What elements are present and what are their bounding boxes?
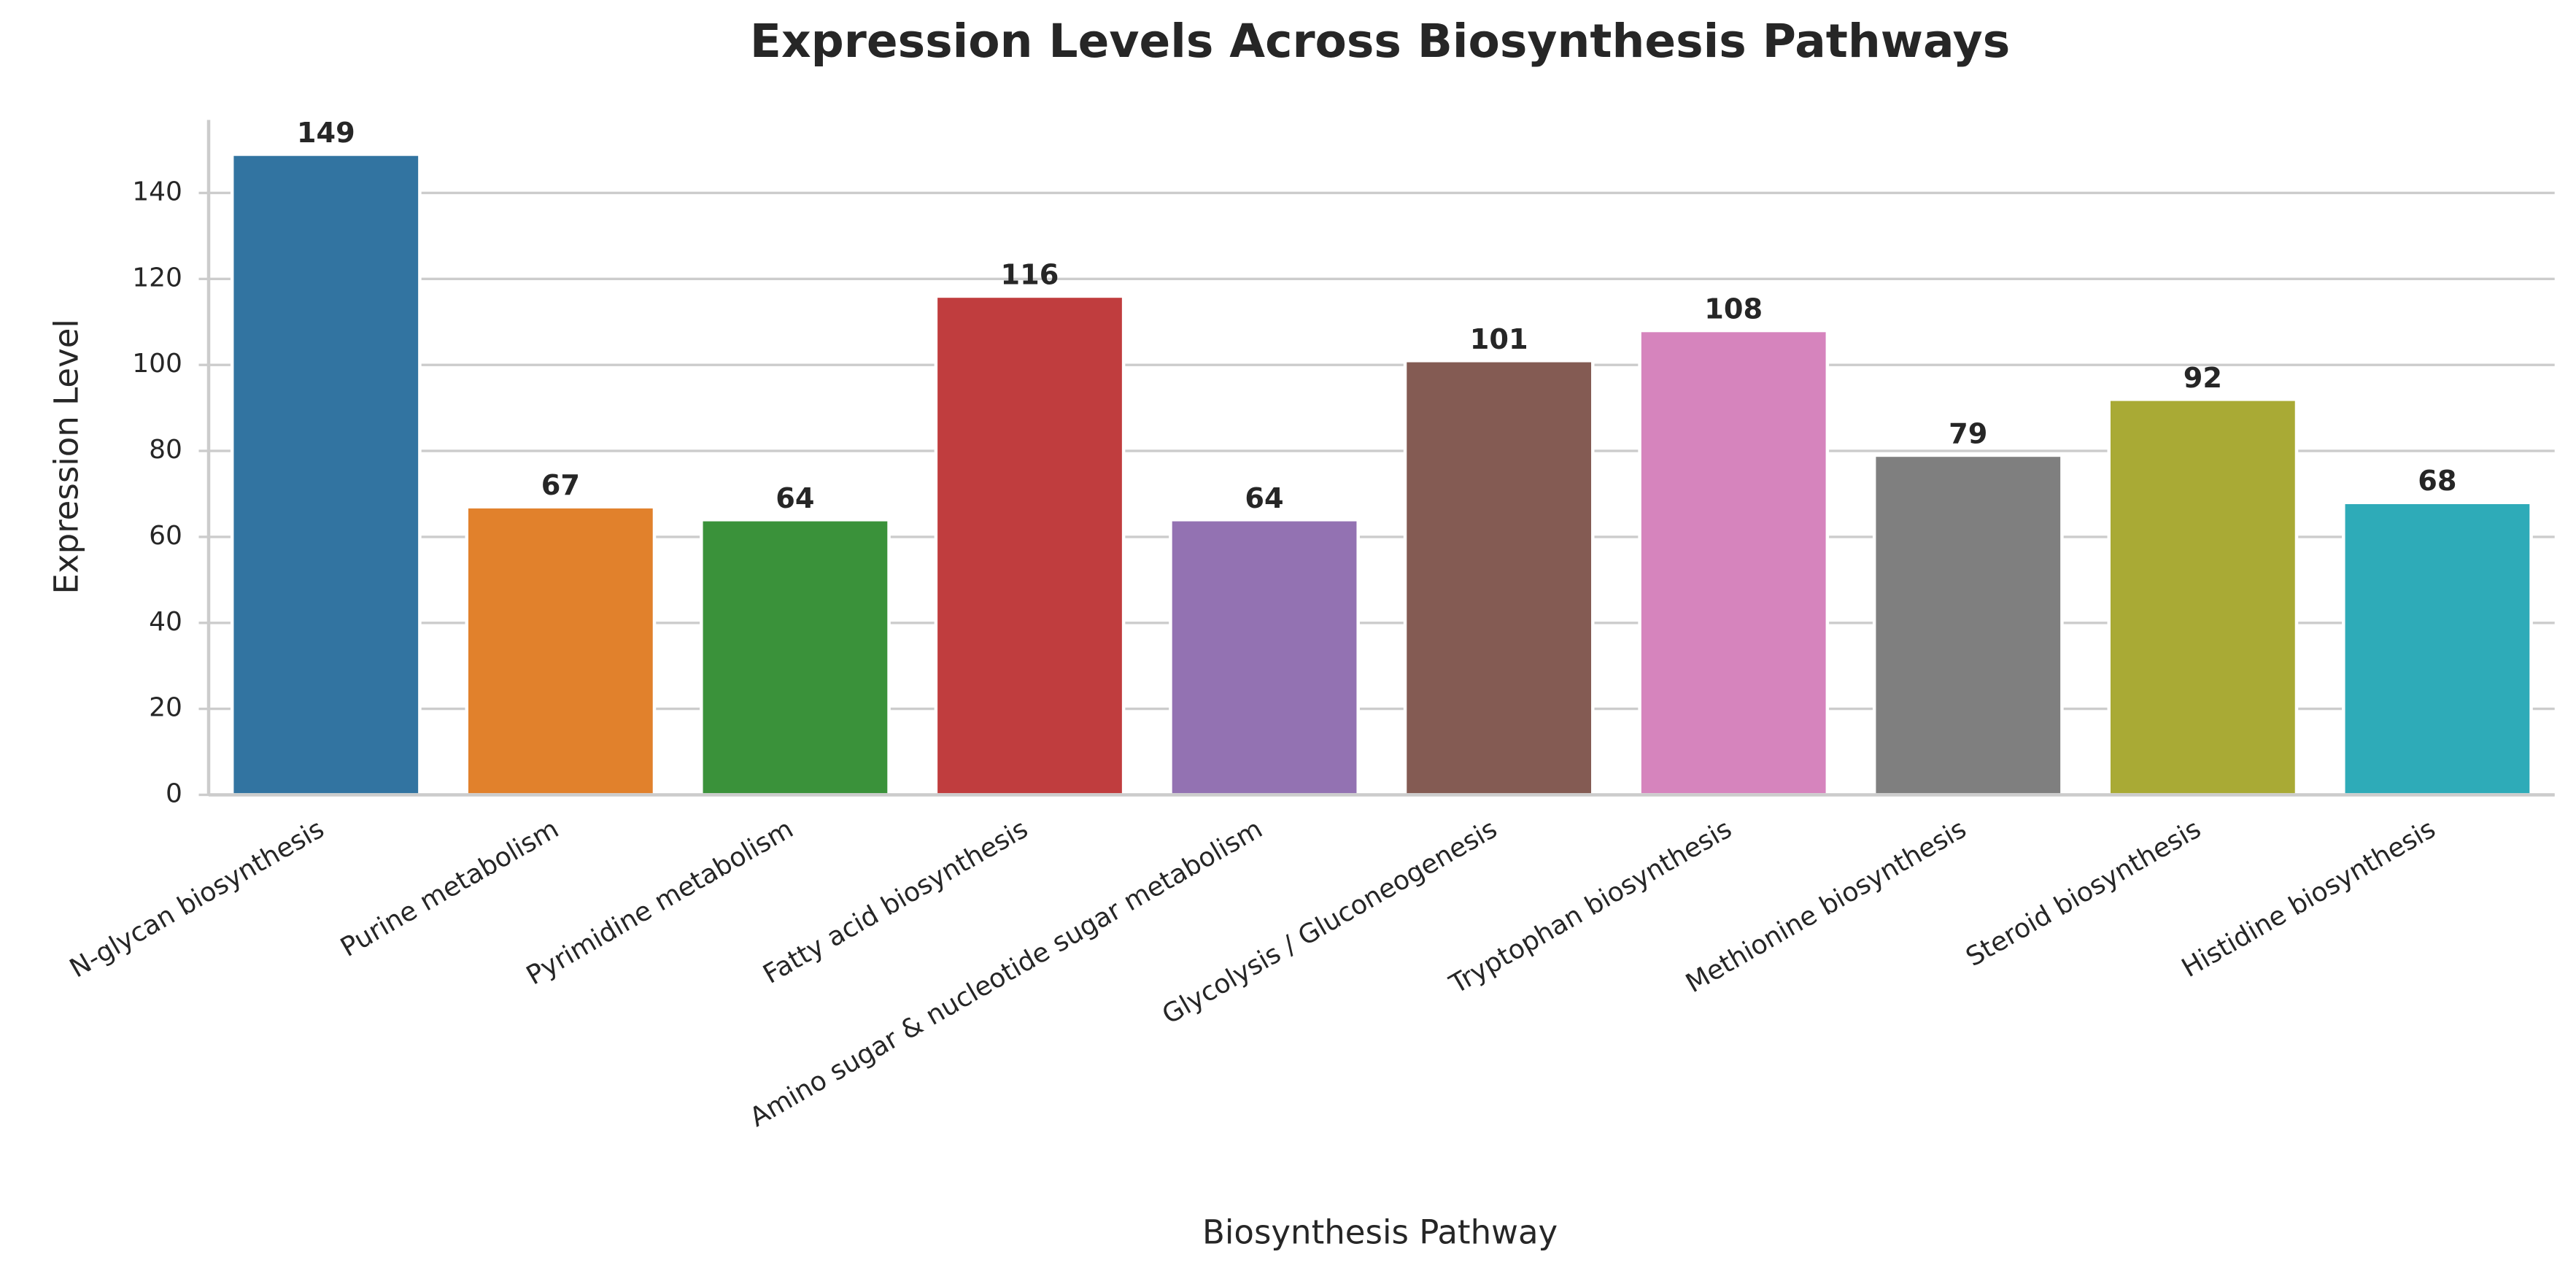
x-axis-label: Biosynthesis Pathway [1202,1213,1558,1252]
value-label: 64 [775,482,814,515]
value-label: 108 [1704,293,1763,326]
y-tick-label: 60 [149,521,182,551]
y-tick-label: 140 [132,177,182,207]
value-label: 101 [1470,323,1528,356]
value-label: 68 [2418,465,2456,498]
y-tick-label: 120 [132,263,182,293]
value-label: 149 [297,117,355,150]
bar [1872,453,2064,797]
value-label: 67 [541,469,580,502]
bar [2342,500,2533,797]
bar [2107,398,2299,797]
x-tick-label: Amino sugar & nucleotide sugar metabolis… [745,814,1268,1133]
bar [1638,328,1830,797]
y-tick-label: 100 [132,349,182,379]
y-tick-label: 80 [149,435,182,465]
bar [1169,518,1360,797]
value-label: 64 [1245,482,1283,515]
value-label: 92 [2184,362,2222,395]
x-tick-label: Purine metabolism [336,814,564,963]
chart-title: Expression Levels Across Biosynthesis Pa… [750,14,2010,68]
bar [934,294,1126,797]
y-tick-label: 0 [166,778,182,808]
x-tick-label: Histidine biosynthesis [2177,814,2441,983]
x-tick-label: N-glycan biosynthesis [65,814,329,984]
y-tick-label: 40 [149,607,182,637]
bar [230,152,422,797]
bar [700,518,891,797]
bar [465,505,657,797]
value-label: 116 [1001,258,1059,291]
x-tick-label: Steroid biosynthesis [1961,814,2206,973]
x-tick-label: Pyrimidine metabolism [522,814,798,991]
y-tick-label: 20 [149,693,182,723]
value-label: 79 [1949,417,1987,450]
y-axis-label: Expression Level [47,319,86,594]
bar [1403,359,1595,797]
